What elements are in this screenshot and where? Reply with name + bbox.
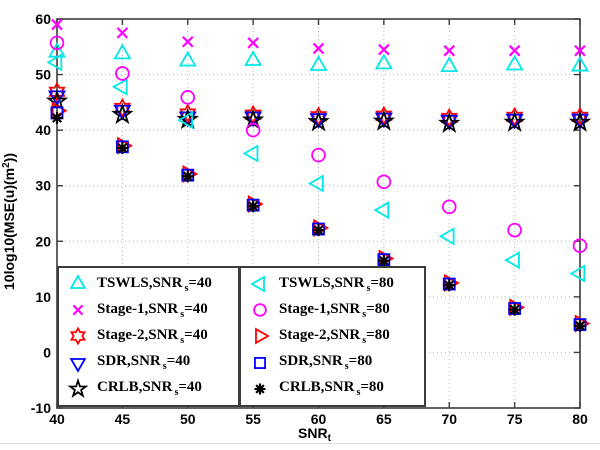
legend-item-stage1-snrs80: Stage-1,SNR s=80 bbox=[241, 297, 424, 323]
y-tick-label: -10 bbox=[31, 400, 51, 416]
triangle-down-icon bbox=[59, 352, 97, 374]
series-tswls-snr-s-40 bbox=[47, 41, 590, 73]
x-tick-labels: 40 45 50 55 60 65 70 75 80 bbox=[49, 411, 588, 427]
asterisk-glyph bbox=[254, 383, 266, 395]
triangle-left-icon bbox=[241, 273, 279, 295]
legend-item-tswls-snrs80: TSWLS,SNR s=80 bbox=[241, 271, 424, 297]
series-stage-1-snr-s-80 bbox=[49, 35, 588, 254]
y-tick-label: 60 bbox=[35, 11, 51, 27]
x-tick-label: 45 bbox=[115, 411, 131, 427]
hexagram-icon bbox=[59, 325, 97, 347]
legend-label: TSWLS,SNR s=80 bbox=[279, 274, 394, 294]
triangle-up-glyph bbox=[69, 274, 87, 289]
legend-item-stage2-snrs80: Stage-2,SNR s=80 bbox=[241, 323, 424, 349]
legend-label: TSWLS,SNR s=40 bbox=[97, 274, 212, 294]
pentagram-glyph bbox=[67, 377, 89, 398]
x-axis-label: SNRt bbox=[298, 425, 332, 444]
triangle-left-glyph bbox=[250, 275, 265, 293]
x-tick-label: 80 bbox=[572, 411, 588, 427]
x-tick-label: 60 bbox=[311, 411, 327, 427]
series-stage-1-snr-s-40 bbox=[51, 18, 586, 57]
legend-label: SDR,SNR s=40 bbox=[97, 353, 191, 373]
x-tick-label: 65 bbox=[376, 411, 392, 427]
legend-label: Stage-1,SNR s=40 bbox=[97, 300, 208, 320]
circle-glyph bbox=[253, 303, 267, 318]
x-tick-label: 40 bbox=[49, 411, 65, 427]
series-crlb-snr-s-80 bbox=[51, 111, 586, 332]
y-tick-label: 50 bbox=[35, 67, 51, 83]
page-edge-line bbox=[0, 443, 600, 444]
x-tick-label: 55 bbox=[245, 411, 261, 427]
triangle-down-glyph bbox=[69, 357, 87, 373]
y-tick-label: 0 bbox=[43, 344, 51, 360]
asterisk-icon bbox=[241, 378, 279, 400]
legend-label: Stage-2,SNR s=40 bbox=[97, 326, 208, 346]
legend-label: Stage-1,SNR s=80 bbox=[279, 300, 390, 320]
square-icon bbox=[241, 352, 279, 374]
legend-item-sdr-snrs40: SDR,SNR s=40 bbox=[59, 350, 238, 376]
x-marker-icon bbox=[59, 299, 97, 321]
triangle-right-glyph bbox=[255, 328, 270, 345]
legend-item-crlb-snrs80: CRLB,SNR s=80 bbox=[241, 376, 424, 402]
x-glyph bbox=[72, 304, 84, 316]
legend-label: CRLB,SNR s=40 bbox=[97, 379, 202, 399]
y-tick-label: 10 bbox=[35, 289, 51, 305]
square-glyph bbox=[254, 356, 266, 369]
legend-item-stage1-snrs40: Stage-1,SNR s=40 bbox=[59, 297, 238, 323]
circle-icon bbox=[241, 299, 279, 321]
legend-label: SDR,SNR s=80 bbox=[279, 353, 373, 373]
hexagram-glyph bbox=[69, 327, 87, 346]
x-tick-label: 50 bbox=[180, 411, 196, 427]
triangle-right-icon bbox=[241, 325, 279, 347]
pentagram-icon bbox=[59, 377, 97, 400]
legend-box-snrs80: TSWLS,SNR s=80 Stage-1,SNR s=80 Stage-2,SN… bbox=[239, 266, 426, 407]
x-tick-label: 70 bbox=[441, 411, 457, 427]
legend-item-tswls-snrs40: TSWLS,SNR s=40 bbox=[59, 271, 238, 297]
triangle-up-icon bbox=[59, 273, 97, 295]
legend-label: Stage-2,SNR s=80 bbox=[279, 326, 390, 346]
y-tick-label: 30 bbox=[35, 178, 51, 194]
x-tick-label: 75 bbox=[507, 411, 523, 427]
y-tick-labels: -10 0 10 20 30 40 50 60 bbox=[31, 11, 51, 416]
legend-item-sdr-snrs80: SDR,SNR s=80 bbox=[241, 350, 424, 376]
y-tick-label: 20 bbox=[35, 233, 51, 249]
legend-label: CRLB,SNR s=80 bbox=[279, 379, 384, 399]
legend-item-crlb-snrs40: CRLB,SNR s=40 bbox=[59, 376, 238, 402]
series-crlb-snr-s-40 bbox=[45, 89, 592, 134]
legend-box-snrs40: TSWLS,SNR s=40 Stage-1,SNR s=40 Stage-2,SN… bbox=[57, 266, 240, 407]
y-tick-label: 40 bbox=[35, 122, 51, 138]
series-tswls-snr-s-80 bbox=[46, 53, 586, 283]
y-axis-label: 10log10(MSE(u)(m2)) bbox=[1, 153, 17, 290]
legend-item-stage2-snrs40: Stage-2,SNR s=40 bbox=[59, 323, 238, 349]
